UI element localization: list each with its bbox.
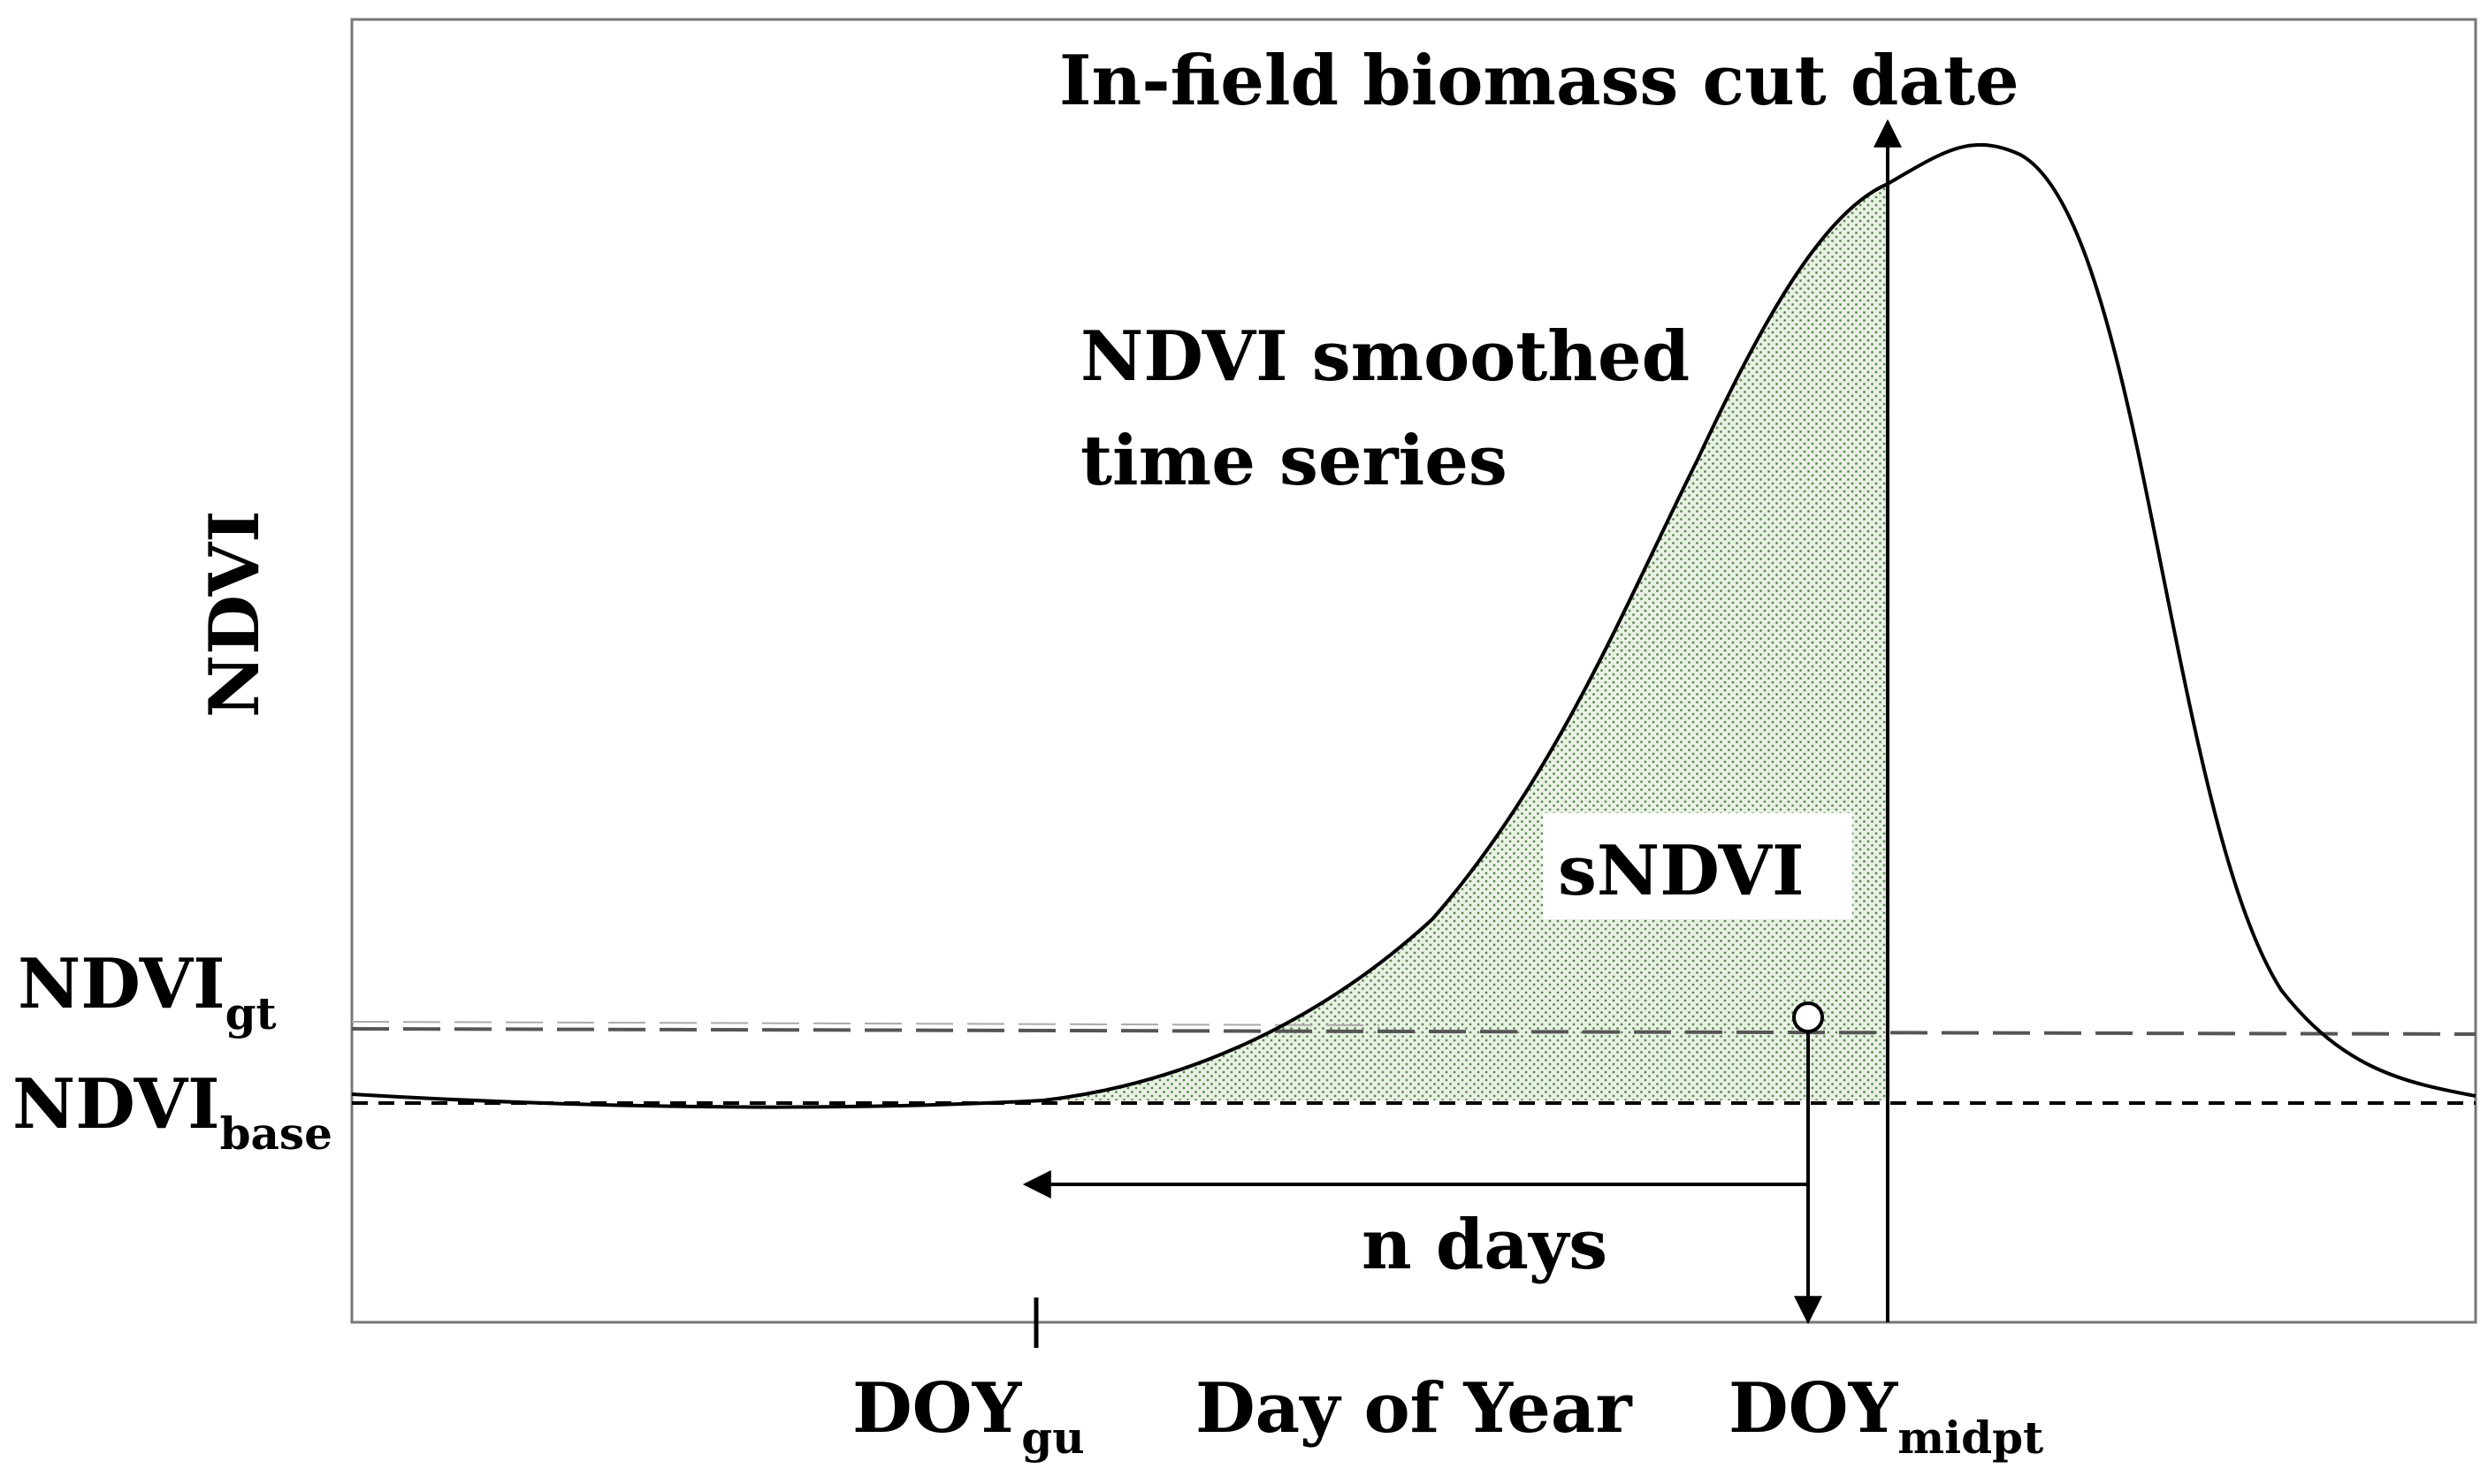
sndvi-label: sNDVI (1558, 831, 1804, 911)
n-days-label: n days (1362, 1205, 1607, 1285)
plot-frame (350, 18, 2477, 1324)
cut-date-label: In-field biomass cut date (1059, 41, 2019, 121)
curve-label-line2: time series (1080, 421, 1507, 501)
doy-midpt-label: DOYmidpt (1729, 1368, 2043, 1464)
sndvi-label-background (1543, 813, 1852, 919)
doy-gu-label: DOYgu (852, 1368, 1085, 1464)
ndvi-curve (351, 142, 2477, 1109)
y-axis-label: NDVI (195, 510, 275, 718)
ndvi-gt-threshold-line-secondary (351, 1021, 1380, 1026)
ndvi-base-label: NDVIbase (12, 1064, 332, 1160)
ndvi-gt-label: NDVIgt (18, 944, 277, 1039)
x-axis-label: Day of Year (1195, 1368, 1632, 1449)
ndvi-gt-threshold-line (351, 1027, 2477, 1036)
midpoint-marker (1792, 1001, 1824, 1033)
curve-label-line1: NDVI smoothed (1080, 316, 1690, 397)
